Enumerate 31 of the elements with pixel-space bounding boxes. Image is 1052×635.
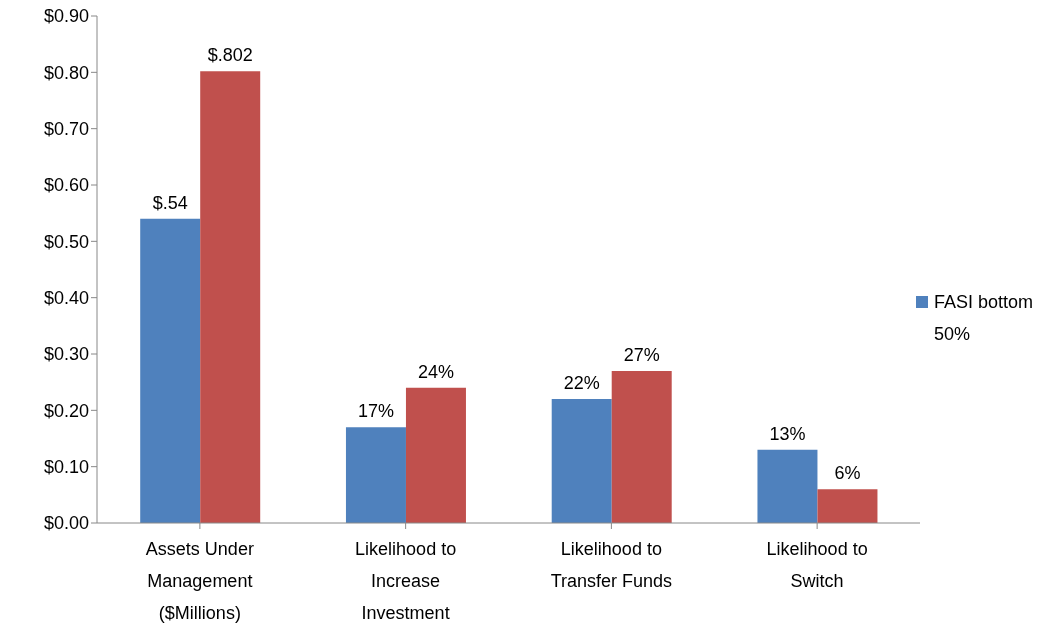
data-label: 22% (563, 373, 600, 394)
data-label: $.802 (207, 45, 253, 66)
bar (345, 427, 406, 523)
data-label: $.54 (152, 192, 188, 213)
y-tick-label: $0.30 (43, 344, 89, 365)
bar (140, 218, 201, 523)
y-tick-label: $0.00 (43, 513, 89, 534)
data-label: 27% (623, 344, 660, 365)
bar (405, 387, 466, 523)
y-tick-label: $0.90 (43, 6, 89, 27)
legend-label: FASI bottom 50% (934, 291, 1035, 346)
bar (817, 489, 878, 523)
y-tick-label: $0.40 (43, 288, 89, 309)
bar (611, 370, 672, 523)
data-label: 24% (417, 361, 454, 382)
data-label: 17% (357, 401, 394, 422)
data-label: 13% (769, 423, 806, 444)
x-tick-label: Likelihood to Switch (766, 539, 868, 591)
bar (200, 71, 261, 523)
bar (551, 399, 612, 523)
x-tick-label: Likelihood to Increase Investment (355, 539, 457, 623)
y-tick-label: $0.60 (43, 175, 89, 196)
y-tick-label: $0.10 (43, 457, 89, 478)
data-label: 6% (834, 463, 861, 484)
y-tick-label: $0.20 (43, 400, 89, 421)
y-tick-label: $0.70 (43, 119, 89, 140)
x-tick-label: Assets Under Management ($Millions) (145, 539, 254, 623)
y-tick-label: $0.50 (43, 231, 89, 252)
x-tick-label: Likelihood to Transfer Funds (550, 539, 673, 591)
bar (757, 449, 818, 523)
y-tick-label: $0.80 (43, 62, 89, 83)
